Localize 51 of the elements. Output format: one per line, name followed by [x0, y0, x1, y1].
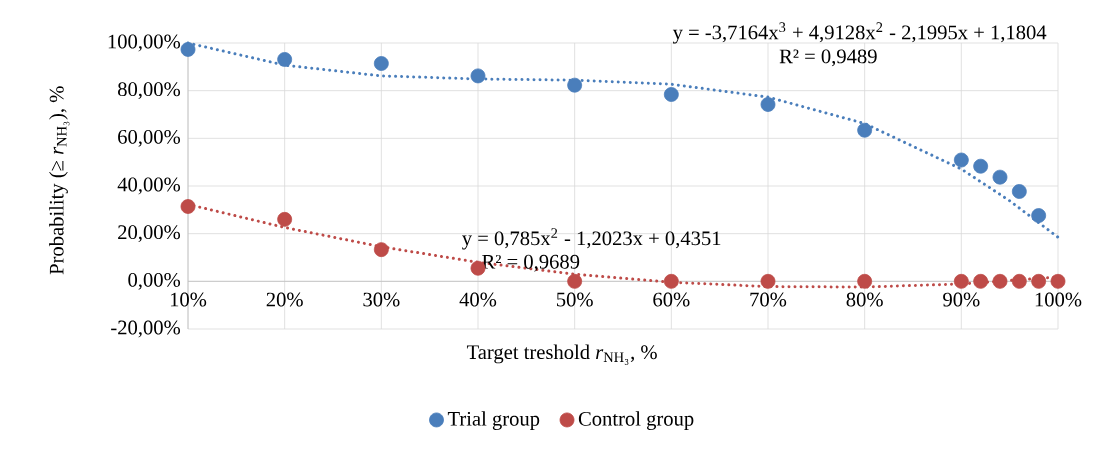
- y-axis-title: Probability (≥ r$_{NH₃}$), %: [49, 86, 70, 275]
- point: [857, 122, 873, 138]
- point: [760, 97, 776, 112]
- point: [1031, 273, 1047, 289]
- point: [180, 199, 196, 214]
- y-tick-label: 40,00%: [117, 177, 181, 195]
- x-tick-label: 100%: [1035, 292, 1082, 307]
- point: [277, 211, 293, 227]
- x-tick-label: 20%: [266, 292, 303, 307]
- x-tick-label: 90%: [943, 292, 980, 307]
- y-tick-label: 0,00%: [128, 272, 181, 290]
- point: [857, 273, 873, 289]
- point: [663, 273, 679, 289]
- x-axis-title: Target treshold r$_{NH₃}$, %: [466, 344, 657, 365]
- point: [373, 56, 389, 71]
- point: [973, 273, 989, 289]
- legend-label: Control group: [578, 411, 694, 430]
- point: [992, 169, 1008, 185]
- x-tick-label: 40%: [459, 292, 497, 307]
- point: [973, 158, 989, 174]
- x-tick-label: 10%: [170, 292, 207, 307]
- point: [180, 42, 196, 57]
- x-tick-label: 30%: [363, 292, 400, 307]
- y-tick-label: 60,00%: [118, 129, 181, 147]
- point: [567, 273, 583, 289]
- point: [1011, 184, 1027, 199]
- point: [663, 87, 679, 102]
- annotation: y = 0,785x$^{2}$ - 1,2023x + 0,4351: [462, 228, 721, 250]
- point: [953, 152, 969, 168]
- point: [953, 273, 969, 289]
- y-tick-label: 80,00%: [118, 82, 181, 100]
- point: [277, 52, 293, 67]
- y-tick-label: 20,00%: [118, 225, 181, 243]
- point: [373, 242, 389, 258]
- point: [1011, 273, 1027, 289]
- legend-label: Trial group: [447, 411, 540, 430]
- x-tick-label: 50%: [556, 292, 593, 307]
- point: [567, 77, 583, 93]
- y-tick-label: -20,00%: [111, 320, 181, 338]
- x-tick-label: 70%: [750, 292, 787, 307]
- x-tick-label: 60%: [653, 292, 690, 307]
- point: [1050, 273, 1066, 289]
- annotation: y = -3,7164x$^{3}$ + 4,9128x$^{2}$ - 2,1995x + 1,1804: [672, 22, 1047, 44]
- annotation: R² = 0,9689: [482, 254, 580, 272]
- point: [992, 273, 1008, 289]
- point: [1031, 208, 1047, 223]
- annotation: R² = 0,9489: [779, 49, 877, 67]
- y-tick-label: 100,00%: [108, 34, 181, 52]
- x-tick-label: 80%: [846, 292, 883, 307]
- point: [470, 68, 486, 84]
- point: [760, 273, 776, 289]
